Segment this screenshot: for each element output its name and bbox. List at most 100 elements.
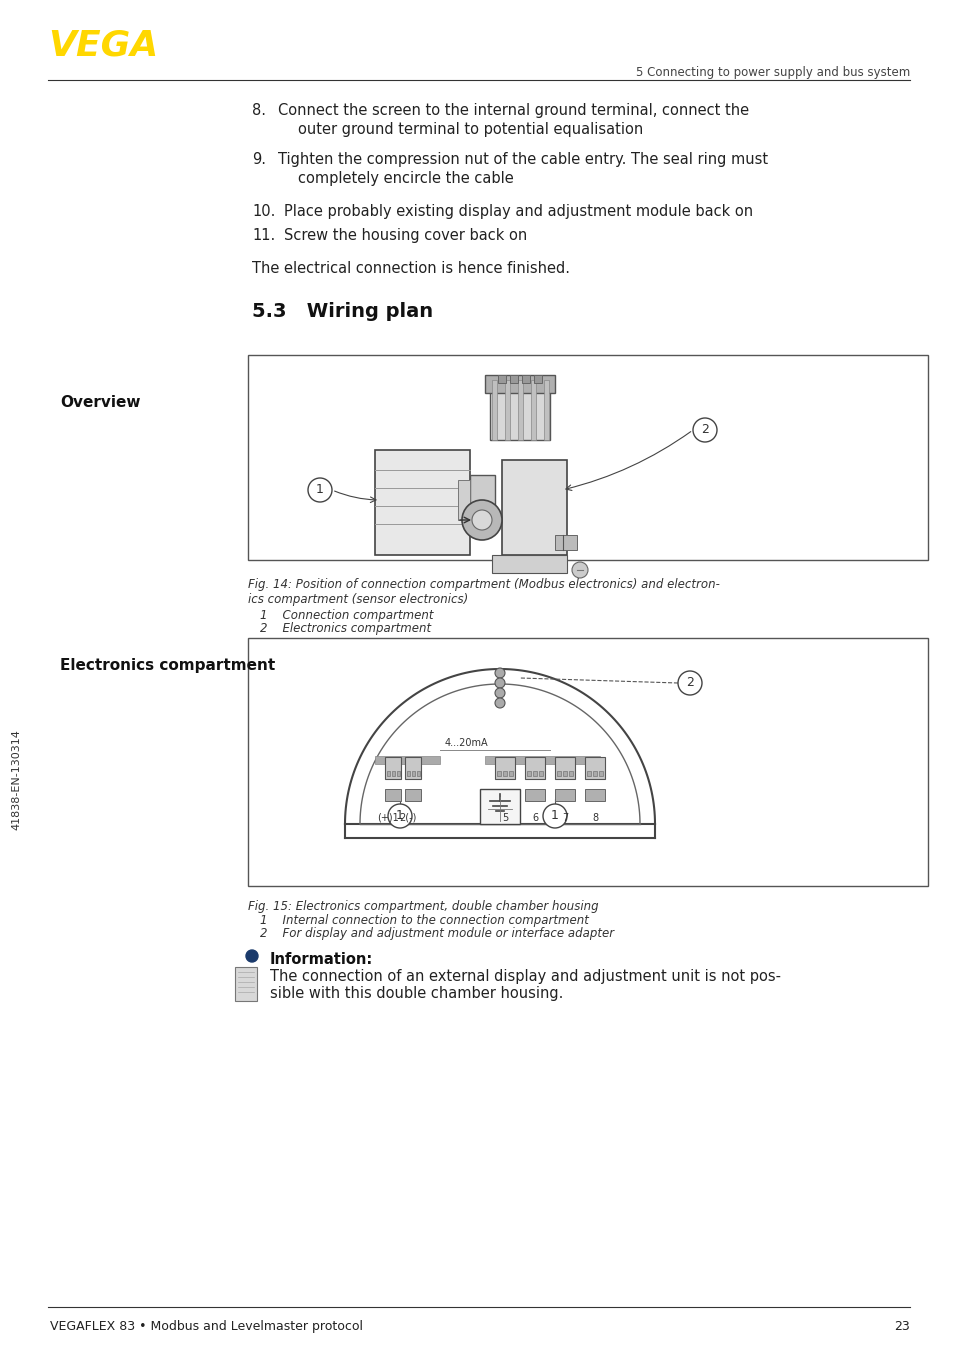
Bar [248, 355, 927, 561]
Bar [484, 375, 555, 393]
Bar [416, 770, 419, 776]
Bar [501, 460, 566, 555]
Bar [562, 770, 566, 776]
Bar [584, 789, 604, 802]
Text: 1    Internal connection to the connection compartment: 1 Internal connection to the connection … [260, 914, 588, 927]
Text: ics compartment (sensor electronics): ics compartment (sensor electronics) [248, 593, 468, 607]
Text: 8.: 8. [252, 103, 266, 118]
Circle shape [678, 672, 701, 695]
Circle shape [472, 510, 492, 529]
Bar [555, 789, 575, 802]
Bar [517, 380, 522, 440]
Text: The connection of an external display and adjustment unit is not pos-: The connection of an external display an… [270, 969, 781, 984]
Bar [375, 450, 470, 555]
Bar [234, 967, 256, 1001]
Text: Electronics compartment: Electronics compartment [60, 658, 275, 673]
Bar [497, 375, 505, 383]
Text: 2    Electronics compartment: 2 Electronics compartment [260, 621, 431, 635]
Bar [531, 380, 536, 440]
Text: 2    For display and adjustment module or interface adapter: 2 For display and adjustment module or i… [260, 927, 614, 940]
Text: 2: 2 [700, 422, 708, 436]
Bar [495, 757, 515, 779]
Text: 5.3   Wiring plan: 5.3 Wiring plan [252, 302, 433, 321]
Bar [557, 770, 560, 776]
Bar [457, 481, 470, 520]
Bar [526, 770, 531, 776]
Bar [405, 757, 420, 779]
Text: 8: 8 [591, 812, 598, 823]
Text: 4...20mA: 4...20mA [444, 738, 488, 747]
Bar [504, 380, 510, 440]
Text: The electrical connection is hence finished.: The electrical connection is hence finis… [252, 261, 569, 276]
Text: 11.: 11. [252, 227, 275, 242]
Bar [534, 375, 541, 383]
Bar [412, 770, 415, 776]
Circle shape [572, 562, 587, 578]
Circle shape [388, 804, 412, 829]
Bar [490, 380, 550, 440]
Bar [484, 756, 599, 764]
Bar [533, 770, 537, 776]
Bar [568, 770, 573, 776]
Bar [495, 789, 515, 802]
Circle shape [246, 951, 257, 961]
Bar [385, 757, 400, 779]
Text: 5 Connecting to power supply and bus system: 5 Connecting to power supply and bus sys… [635, 66, 909, 79]
Bar [524, 789, 544, 802]
Text: VEGAFLEX 83 • Modbus and Levelmaster protocol: VEGAFLEX 83 • Modbus and Levelmaster pro… [50, 1320, 363, 1332]
Circle shape [692, 418, 717, 441]
Text: Connect the screen to the internal ground terminal, connect the: Connect the screen to the internal groun… [277, 103, 748, 118]
Text: 2(-): 2(-) [399, 812, 416, 823]
Bar [521, 375, 530, 383]
Bar [510, 375, 517, 383]
Bar [392, 770, 395, 776]
Circle shape [542, 804, 566, 829]
Text: (+)1: (+)1 [376, 812, 398, 823]
Text: sible with this double chamber housing.: sible with this double chamber housing. [270, 986, 563, 1001]
Circle shape [308, 478, 332, 502]
Bar [497, 770, 500, 776]
Bar [598, 770, 602, 776]
Text: Overview: Overview [60, 395, 140, 410]
Bar [492, 555, 566, 573]
Bar [396, 770, 399, 776]
Text: Tighten the compression nut of the cable entry. The seal ring must: Tighten the compression nut of the cable… [277, 152, 767, 167]
Text: 23: 23 [893, 1320, 909, 1332]
Circle shape [461, 500, 501, 540]
Bar [555, 535, 577, 550]
Text: 10.: 10. [252, 204, 275, 219]
Bar [586, 770, 590, 776]
Text: 41838-EN-130314: 41838-EN-130314 [11, 730, 21, 830]
Bar [502, 770, 506, 776]
Bar [470, 475, 495, 505]
Text: 1: 1 [315, 483, 324, 496]
Text: 1    Connection compartment: 1 Connection compartment [260, 609, 433, 621]
Bar [543, 380, 548, 440]
Text: VEGA: VEGA [48, 28, 158, 62]
Bar [248, 638, 927, 886]
Bar [405, 789, 420, 802]
Bar [407, 770, 410, 776]
Text: Fig. 14: Position of connection compartment (Modbus electronics) and electron-: Fig. 14: Position of connection compartm… [248, 578, 720, 590]
Text: Information:: Information: [270, 952, 373, 967]
Bar [524, 757, 544, 779]
Circle shape [495, 678, 504, 688]
Text: 1: 1 [551, 808, 558, 822]
Text: outer ground terminal to potential equalisation: outer ground terminal to potential equal… [297, 122, 642, 137]
Bar [593, 770, 597, 776]
Bar [387, 770, 390, 776]
Text: Place probably existing display and adjustment module back on: Place probably existing display and adju… [284, 204, 752, 219]
Text: completely encircle the cable: completely encircle the cable [297, 171, 514, 185]
Text: 6: 6 [532, 812, 537, 823]
Circle shape [495, 688, 504, 699]
Bar [555, 757, 575, 779]
Bar [584, 757, 604, 779]
Bar [492, 380, 497, 440]
Bar [509, 770, 513, 776]
Text: 9.: 9. [252, 152, 266, 167]
Text: Fig. 15: Electronics compartment, double chamber housing: Fig. 15: Electronics compartment, double… [248, 900, 598, 913]
Bar [385, 789, 400, 802]
Text: Screw the housing cover back on: Screw the housing cover back on [284, 227, 527, 242]
Circle shape [495, 699, 504, 708]
Text: 5: 5 [501, 812, 508, 823]
